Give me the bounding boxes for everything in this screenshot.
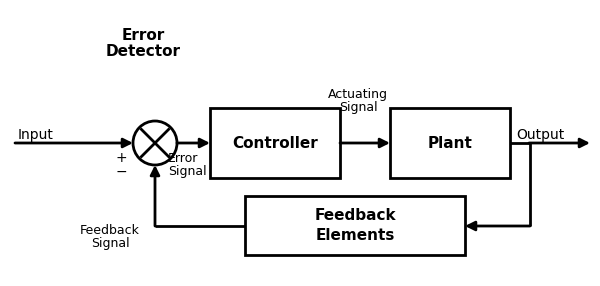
Text: Signal: Signal (338, 101, 377, 114)
Bar (210, 108, 340, 178)
Text: Output: Output (516, 128, 564, 142)
Text: Error: Error (168, 152, 199, 165)
Bar (245, 196, 465, 255)
Text: Signal: Signal (91, 237, 130, 250)
Text: Input: Input (18, 128, 54, 142)
Text: +: + (115, 151, 127, 165)
Text: Detector: Detector (106, 44, 181, 59)
Text: Signal: Signal (168, 165, 206, 178)
Text: Elements: Elements (316, 229, 395, 243)
Text: Feedback: Feedback (80, 224, 140, 237)
Text: Controller: Controller (232, 136, 318, 150)
Text: Feedback: Feedback (314, 208, 396, 223)
Text: Actuating: Actuating (328, 88, 388, 101)
Text: Error: Error (121, 28, 164, 43)
Text: −: − (115, 165, 127, 179)
Text: Plant: Plant (428, 136, 472, 150)
Bar (390, 108, 510, 178)
